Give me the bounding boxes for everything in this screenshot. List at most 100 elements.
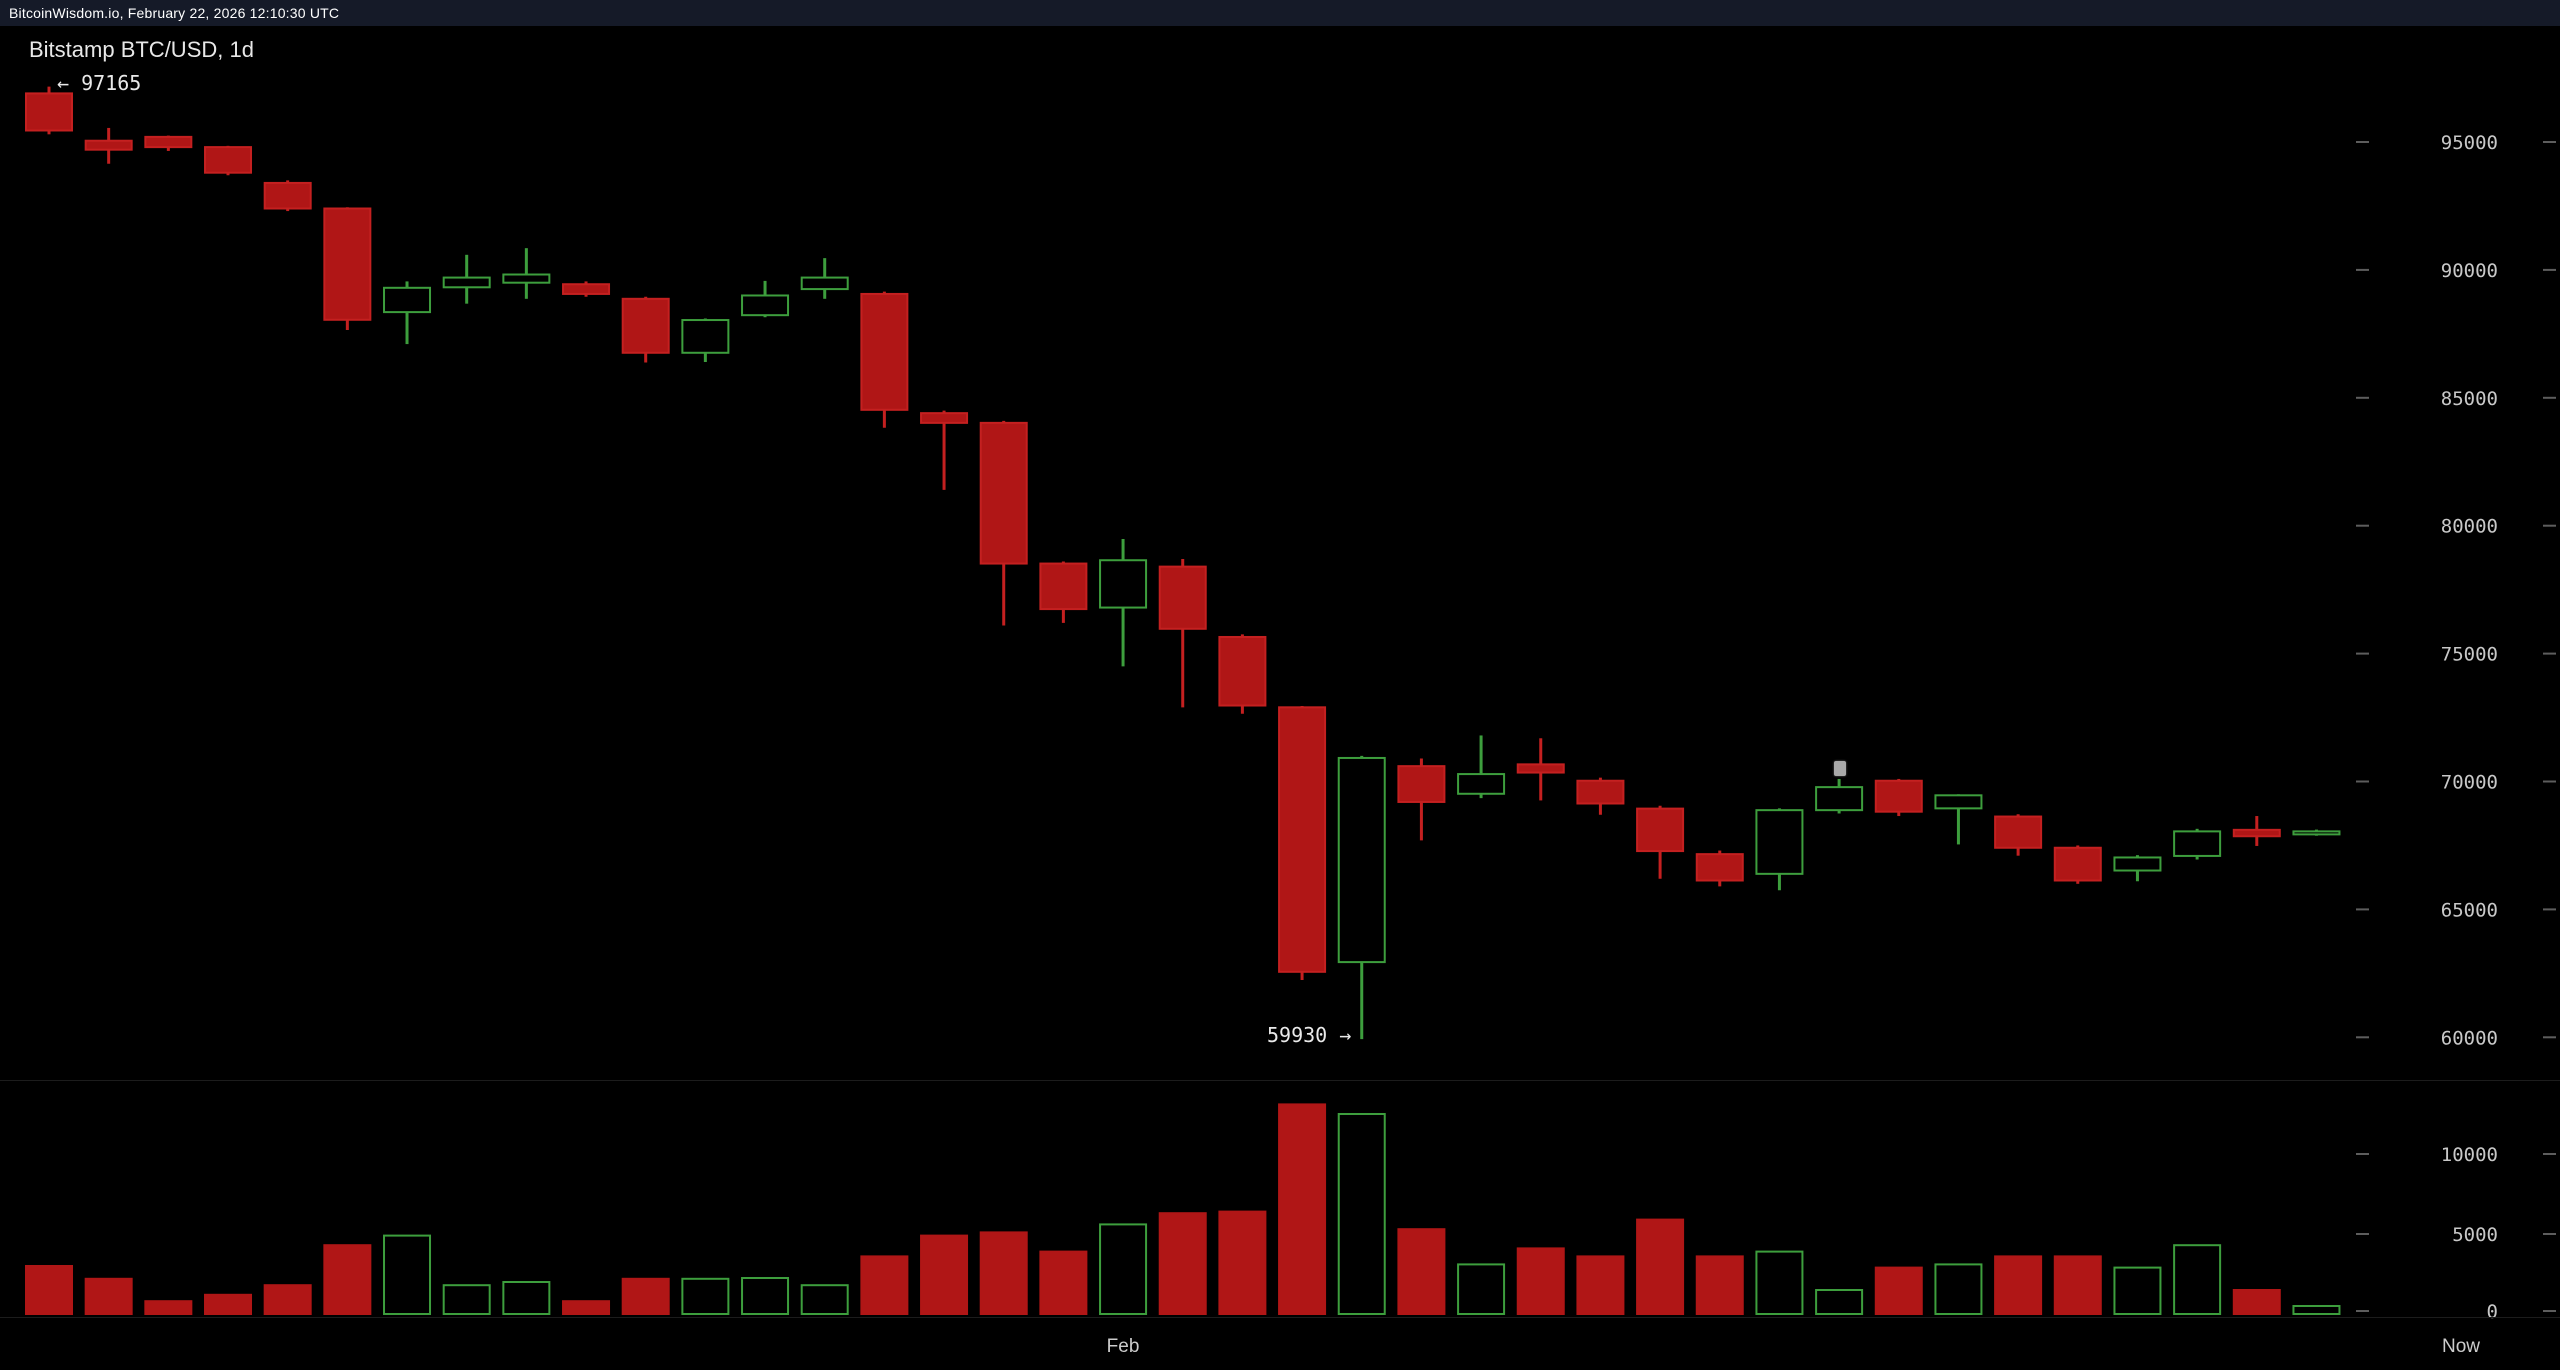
volume-tick-dash-left (2356, 1310, 2369, 1312)
volume-bar-down (920, 1234, 969, 1315)
volume-bar-down (562, 1300, 611, 1315)
candle-body-up (1337, 756, 1386, 964)
volume-bar-up (2292, 1305, 2341, 1315)
candle-body-up (1934, 794, 1983, 810)
volume-bar-up (1457, 1263, 1506, 1316)
price-tick-dash-right (2543, 1036, 2556, 1039)
volume-bar-down (1994, 1255, 2043, 1316)
price-tick-label: 80000 (2441, 516, 2498, 538)
volume-bar-down (1576, 1255, 1625, 1316)
volume-bar-up (1099, 1223, 1148, 1316)
candle-body-up (442, 276, 491, 289)
volume-bar-down (204, 1293, 253, 1316)
candle-body-up (1755, 809, 1804, 875)
volume-bar-down (144, 1300, 193, 1315)
candle-body-down (144, 135, 193, 149)
candle-body-down (1218, 635, 1267, 707)
candle-body-down (1278, 706, 1327, 973)
candle-body-down (2232, 828, 2281, 838)
price-tick-dash-left (2356, 1036, 2369, 1039)
price-tick-dash-right (2543, 396, 2556, 399)
volume-tick-dash-right (2543, 1310, 2556, 1312)
volume-tick-dash-left (2356, 1153, 2369, 1155)
candle-body-down (204, 146, 253, 174)
candle-body-down (1158, 565, 1207, 630)
candle-body-down (263, 181, 312, 210)
status-bar: BitcoinWisdom.io, February 22, 2026 12:1… (0, 0, 2560, 26)
candle-body-up (741, 294, 790, 317)
price-tick-dash-right (2543, 524, 2556, 527)
candle-body-up (681, 319, 730, 354)
volume-tick-label: 5000 (2452, 1224, 2498, 1246)
candle-body-down (25, 92, 73, 132)
candle-body-down (1516, 763, 1565, 774)
chart-high-label: ← 97165 (57, 71, 142, 95)
price-tick-label: 60000 (2441, 1027, 2498, 1049)
candle-body-down (1576, 779, 1625, 805)
volume-bar-up (2173, 1244, 2222, 1315)
candle-body-up (2113, 856, 2162, 872)
volume-bar-down (323, 1244, 372, 1315)
volume-bar-up (741, 1277, 790, 1315)
volume-bar-up (1934, 1263, 1983, 1316)
price-tick-label: 65000 (2441, 899, 2498, 921)
volume-bar-down (2053, 1255, 2102, 1316)
volume-bar-down (1636, 1218, 1685, 1315)
candle-body-up (1457, 773, 1506, 795)
price-tick-dash-left (2356, 652, 2369, 655)
candle-body-down (1397, 765, 1446, 803)
price-tick-label: 90000 (2441, 260, 2498, 282)
candle-body-up (1815, 786, 1864, 812)
volume-bar-up (502, 1281, 551, 1315)
price-tick-dash-left (2356, 141, 2369, 143)
candle-body-down (1039, 562, 1088, 611)
chart-title: Bitstamp BTC/USD, 1d (29, 37, 254, 62)
price-tick-dash-right (2543, 141, 2556, 143)
candle-body-down (979, 421, 1028, 565)
volume-bar-up (383, 1234, 432, 1315)
volume-bar-down (25, 1265, 73, 1315)
volume-bar-down (1516, 1247, 1565, 1316)
volume-bar-down (1874, 1266, 1923, 1315)
price-tick-label: 70000 (2441, 772, 2498, 794)
chart-low-label: 59930 → (1267, 1023, 1352, 1047)
candle-body-down (323, 207, 372, 321)
volume-bar-down (979, 1231, 1028, 1316)
candle-body-up (502, 273, 551, 284)
volume-bar-down (1397, 1228, 1446, 1315)
volume-tick-dash-right (2543, 1153, 2556, 1155)
volume-bar-up (2113, 1266, 2162, 1315)
price-tick-dash-left (2356, 908, 2369, 911)
candle-body-down (1636, 807, 1685, 853)
volume-bar-down (1218, 1210, 1267, 1315)
candle-body-down (2053, 846, 2102, 882)
volume-bar-up (1337, 1113, 1386, 1315)
price-tick-dash-left (2356, 780, 2369, 783)
volume-bar-down (2232, 1289, 2281, 1315)
candle-body-down (860, 292, 909, 411)
candle-body-down (84, 139, 133, 151)
volume-bar-up (442, 1284, 491, 1315)
volume-bar-up (681, 1277, 730, 1316)
candle-body-up (1099, 559, 1148, 609)
price-tick-label: 95000 (2441, 132, 2498, 154)
price-tick-dash-right (2543, 652, 2556, 655)
volume-bar-up (800, 1284, 849, 1315)
price-tick-dash-left (2356, 268, 2369, 271)
candle-body-down (562, 283, 611, 295)
volume-bar-down (1278, 1103, 1327, 1316)
candle-body-down (1695, 853, 1744, 882)
status-bar-text: BitcoinWisdom.io, February 22, 2026 12:1… (9, 5, 340, 21)
volume-baseline (0, 1317, 2560, 1318)
price-tick-dash-left (2356, 524, 2369, 527)
volume-bar-down (1695, 1255, 1744, 1316)
volume-tick-label: 10000 (2441, 1144, 2498, 1166)
candle-body-down (920, 412, 969, 424)
candle-body-up (2292, 830, 2341, 836)
volume-bar-down (263, 1284, 312, 1315)
volume-bar-down (1039, 1250, 1088, 1315)
volume-tick-label: 0 (2487, 1301, 2498, 1323)
price-tick-dash-right (2543, 908, 2556, 911)
volume-bar-down (1158, 1212, 1207, 1315)
